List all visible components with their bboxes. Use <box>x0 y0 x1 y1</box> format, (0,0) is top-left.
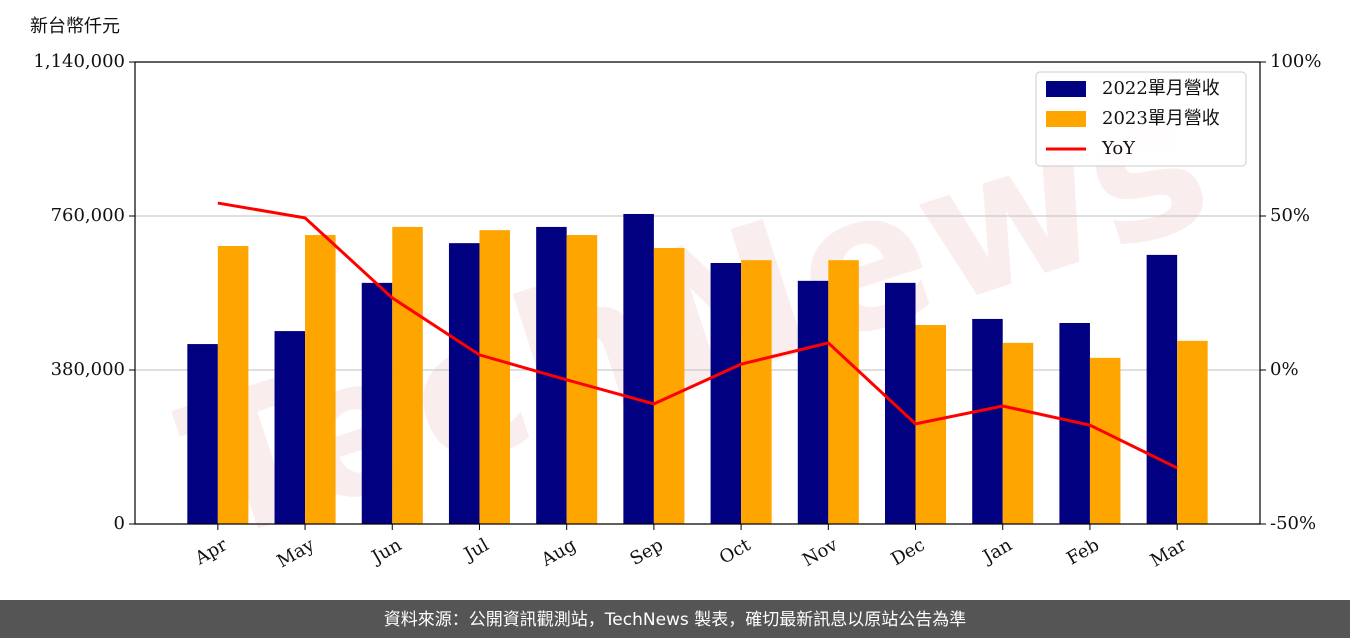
legend-swatch <box>1046 81 1086 97</box>
legend-box <box>1035 71 1247 167</box>
bar <box>1146 254 1178 524</box>
y-tick-label: 380,000 <box>51 359 125 380</box>
y-tick-label: 760,000 <box>51 205 125 226</box>
legend-label: 2023單月營收 <box>1102 108 1220 129</box>
x-tick-label: Sep <box>627 534 667 569</box>
footer-text: 資料來源：公開資訊觀測站，TechNews 製表，確切最新訊息以原站公告為準 <box>384 610 966 630</box>
y-tick-label: 1,140,000 <box>33 51 125 72</box>
bar <box>479 230 510 524</box>
x-tick-label: Jul <box>459 534 493 566</box>
x-tick-label: Jun <box>367 534 406 569</box>
x-tick-label: Dec <box>888 534 929 570</box>
plot-frame <box>134 61 1261 525</box>
bar <box>653 248 685 524</box>
x-tick-label: Mar <box>1147 534 1191 571</box>
bar <box>797 280 829 524</box>
x-tick-label: Oct <box>716 534 755 569</box>
bar <box>361 282 393 524</box>
bar <box>828 260 859 524</box>
y2-tick-label: 100% <box>1270 51 1321 72</box>
y2-tick-label: 0% <box>1270 359 1299 380</box>
y-tick-label: 0 <box>114 513 125 534</box>
bar <box>305 235 336 524</box>
unit-label: 新台幣仟元 <box>30 16 120 37</box>
bar <box>1177 340 1208 524</box>
bar <box>448 243 480 524</box>
bar <box>1089 357 1121 524</box>
bar <box>274 331 306 524</box>
x-tick-label: Nov <box>799 534 842 571</box>
bar <box>566 235 598 524</box>
x-tick-label: Feb <box>1063 534 1103 569</box>
bar <box>885 282 916 524</box>
legend-label: 2022單月營收 <box>1102 78 1220 99</box>
y2-tick-label: -50% <box>1270 513 1316 534</box>
x-tick-label: Jan <box>978 534 1016 568</box>
footer-bar <box>0 600 1350 638</box>
bar <box>710 263 742 524</box>
bar <box>1002 342 1034 524</box>
legend-swatch <box>1046 111 1086 127</box>
bar <box>187 344 218 524</box>
bar <box>915 325 947 524</box>
yoy-line <box>217 201 1178 470</box>
bar <box>972 318 1003 524</box>
bar <box>392 226 423 524</box>
legend-label: YoY <box>1101 138 1136 159</box>
bar <box>741 260 772 524</box>
x-tick-label: Aug <box>537 534 580 571</box>
y2-tick-label: 50% <box>1270 205 1310 226</box>
bar <box>623 213 654 524</box>
bar <box>217 245 249 524</box>
